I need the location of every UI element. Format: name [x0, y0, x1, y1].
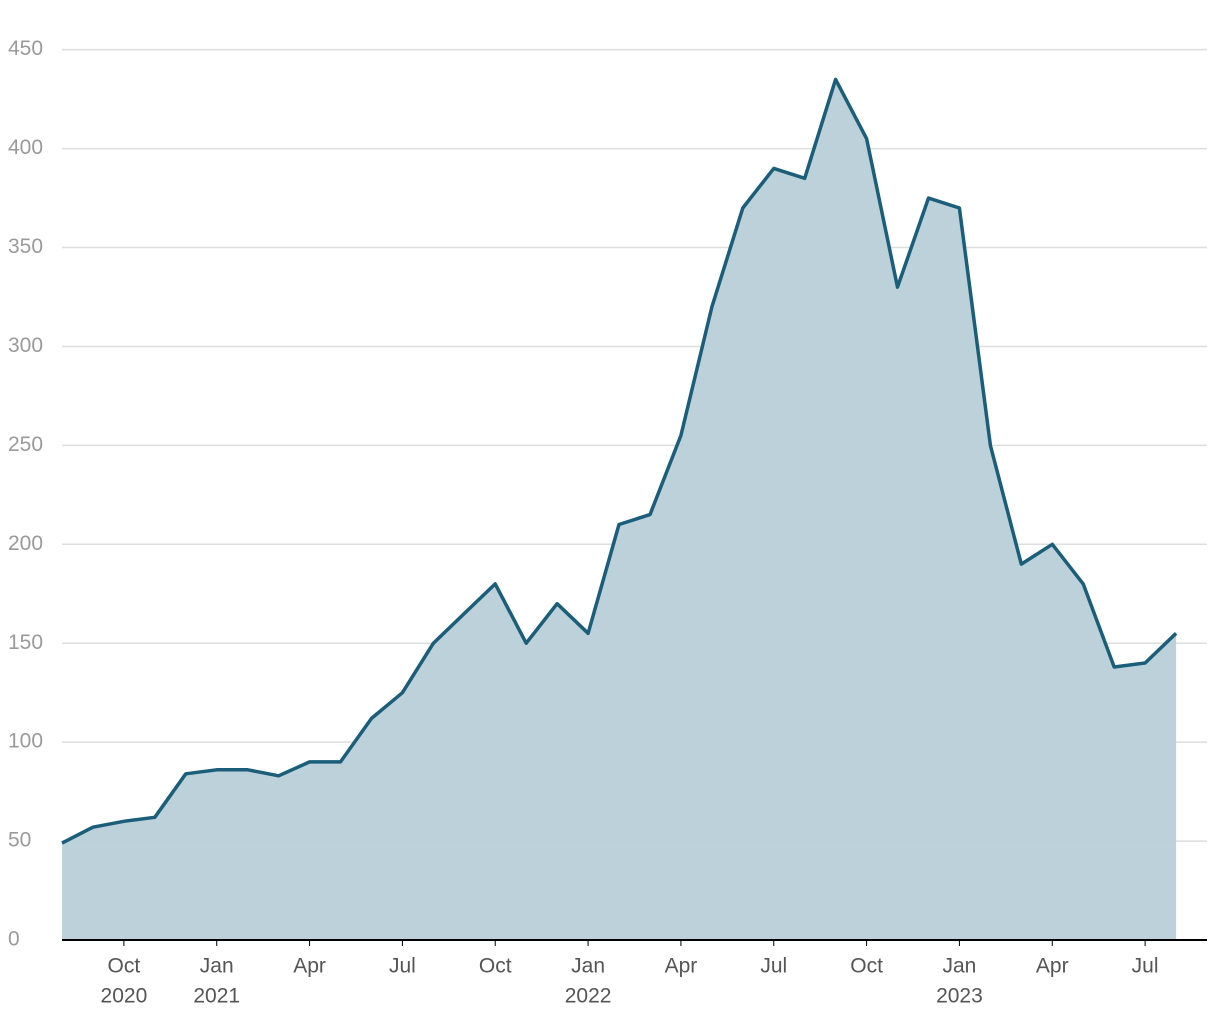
y-tick-label: 350: [8, 235, 43, 258]
area-fill: [62, 79, 1177, 940]
x-tick-label: Oct: [479, 955, 512, 978]
x-tick-label: Jul: [1132, 955, 1159, 978]
x-tick-label: Jan: [571, 955, 605, 978]
x-tick-label: Oct: [850, 955, 883, 978]
y-tick-label: 100: [8, 730, 43, 753]
y-tick-label: 0: [8, 928, 20, 951]
x-tick-label: Apr: [1036, 955, 1069, 978]
x-tick-label: Oct: [108, 955, 141, 978]
x-tick-label: 2022: [565, 985, 612, 1008]
y-tick-label: 200: [8, 532, 43, 555]
x-tick-label: Jan: [943, 955, 977, 978]
area-line: [61, 77, 1178, 845]
x-tick-label: 2021: [193, 985, 240, 1008]
x-tick-label: Jan: [200, 955, 234, 978]
x-tick-label: Apr: [665, 955, 698, 978]
x-tick-label: 2020: [101, 985, 148, 1008]
x-tick-label: Jul: [760, 955, 787, 978]
y-tick-label: 250: [8, 433, 43, 456]
y-tick-label: 150: [8, 631, 43, 654]
x-tick-label: Jul: [389, 955, 416, 978]
y-tick-label: 450: [8, 37, 43, 60]
y-tick-label: 50: [8, 829, 31, 852]
y-tick-label: 400: [8, 136, 43, 159]
x-tick-label: 2023: [936, 985, 983, 1008]
x-tick-label: Apr: [293, 955, 326, 978]
y-tick-label: 300: [8, 334, 43, 357]
